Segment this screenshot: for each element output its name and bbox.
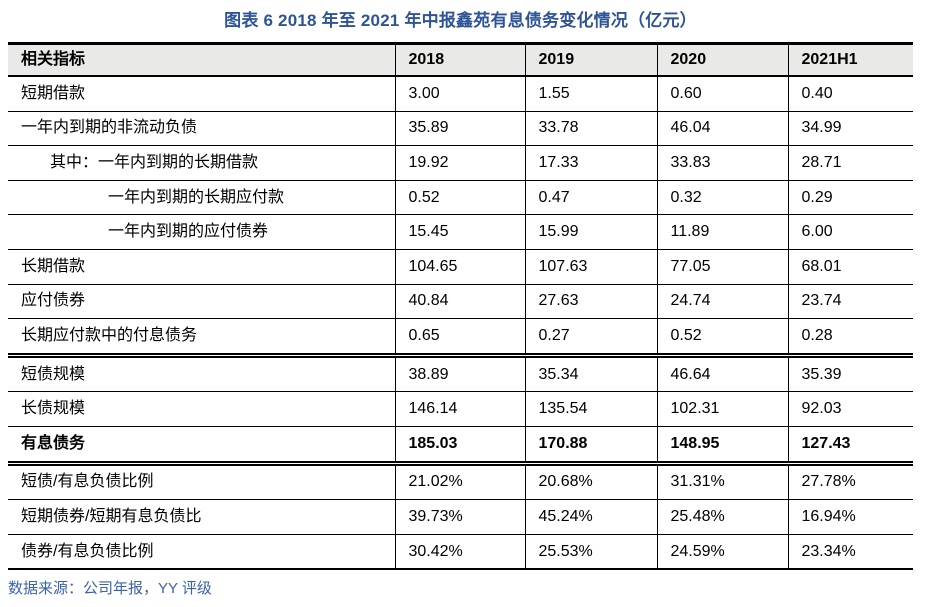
row-label: 其中：一年内到期的长期借款 [8, 145, 395, 181]
table-row: 一年内到期的非流动负债 35.89 33.78 46.04 34.99 [8, 111, 913, 147]
header-cell-2021h1: 2021H1 [787, 43, 913, 77]
value-cell: 0.60 [656, 76, 788, 112]
value-cell: 21.02% [394, 463, 525, 501]
value-cell: 25.48% [656, 499, 788, 535]
value-cell: 31.31% [656, 463, 788, 501]
row-label: 长债规模 [8, 391, 395, 427]
value-cell: 148.95 [656, 426, 788, 466]
value-cell: 30.42% [394, 534, 525, 570]
header-cell-2019: 2019 [524, 43, 657, 77]
table-row: 短债/有息负债比例 21.02% 20.68% 31.31% 27.78% [8, 463, 913, 501]
value-cell: 35.89 [394, 111, 525, 147]
value-cell: 24.59% [656, 534, 788, 570]
row-label: 债券/有息负债比例 [8, 534, 395, 570]
value-cell: 0.52 [656, 318, 788, 358]
value-cell: 135.54 [524, 391, 657, 427]
value-cell: 35.34 [524, 355, 657, 393]
row-label: 一年内到期的非流动负债 [8, 111, 395, 147]
value-cell: 40.84 [394, 284, 525, 320]
value-cell: 15.45 [394, 214, 525, 250]
value-cell: 68.01 [787, 249, 913, 285]
table-row: 债券/有息负债比例 30.42% 25.53% 24.59% 23.34% [8, 534, 913, 570]
value-cell: 45.24% [524, 499, 657, 535]
value-cell: 27.63 [524, 284, 657, 320]
value-cell: 24.74 [656, 284, 788, 320]
value-cell: 38.89 [394, 355, 525, 393]
value-cell: 33.78 [524, 111, 657, 147]
row-label: 短期债券/短期有息负债比 [8, 499, 395, 535]
table-row: 其中：一年内到期的长期借款 19.92 17.33 33.83 28.71 [8, 145, 913, 181]
value-cell: 20.68% [524, 463, 657, 501]
value-cell: 23.74 [787, 284, 913, 320]
value-cell: 107.63 [524, 249, 657, 285]
value-cell: 46.64 [656, 355, 788, 393]
table-row: 长债规模 146.14 135.54 102.31 92.03 [8, 391, 913, 427]
value-cell: 33.83 [656, 145, 788, 181]
value-cell: 28.71 [787, 145, 913, 181]
value-cell: 0.65 [394, 318, 525, 358]
value-cell: 15.99 [524, 214, 657, 250]
value-cell: 1.55 [524, 76, 657, 112]
value-cell: 127.43 [787, 426, 913, 466]
figure-title: 图表 6 2018 年至 2021 年中报鑫苑有息债务变化情况（亿元） [224, 11, 697, 30]
value-cell: 35.39 [787, 355, 913, 393]
value-cell: 185.03 [394, 426, 525, 466]
table-row: 短期借款 3.00 1.55 0.60 0.40 [8, 76, 913, 112]
value-cell: 77.05 [656, 249, 788, 285]
value-cell: 0.29 [787, 180, 913, 216]
table-header-row: 相关指标 2018 2019 2020 2021H1 [8, 43, 913, 77]
value-cell: 0.40 [787, 76, 913, 112]
value-cell: 23.34% [787, 534, 913, 570]
table-row: 长期借款 104.65 107.63 77.05 68.01 [8, 249, 913, 285]
value-cell: 0.52 [394, 180, 525, 216]
row-label: 一年内到期的长期应付款 [8, 180, 395, 216]
value-cell: 3.00 [394, 76, 525, 112]
value-cell: 170.88 [524, 426, 657, 466]
value-cell: 0.32 [656, 180, 788, 216]
data-source-note: 数据来源：公司年报，YY 评级 [8, 580, 212, 598]
debt-table: 相关指标 2018 2019 2020 2021H1 短期借款 3.00 1.5… [8, 42, 913, 571]
value-cell: 0.27 [524, 318, 657, 358]
row-label: 有息债务 [8, 426, 395, 466]
value-cell: 39.73% [394, 499, 525, 535]
value-cell: 92.03 [787, 391, 913, 427]
table-row: 短期债券/短期有息负债比 39.73% 45.24% 25.48% 16.94% [8, 499, 913, 535]
value-cell: 17.33 [524, 145, 657, 181]
value-cell: 0.47 [524, 180, 657, 216]
table-row-total: 有息债务 185.03 170.88 148.95 127.43 [8, 426, 913, 466]
row-label: 短债规模 [8, 355, 395, 393]
value-cell: 19.92 [394, 145, 525, 181]
row-label: 短债/有息负债比例 [8, 463, 395, 501]
value-cell: 11.89 [656, 214, 788, 250]
value-cell: 102.31 [656, 391, 788, 427]
table-row: 应付债券 40.84 27.63 24.74 23.74 [8, 284, 913, 320]
value-cell: 34.99 [787, 111, 913, 147]
header-cell-indicator: 相关指标 [8, 43, 395, 77]
value-cell: 146.14 [394, 391, 525, 427]
row-label: 应付债券 [8, 284, 395, 320]
table-row: 一年内到期的应付债券 15.45 15.99 11.89 6.00 [8, 214, 913, 250]
row-label: 一年内到期的应付债券 [8, 214, 395, 250]
table-row: 长期应付款中的付息债务 0.65 0.27 0.52 0.28 [8, 318, 913, 358]
value-cell: 27.78% [787, 463, 913, 501]
row-label: 短期借款 [8, 76, 395, 112]
value-cell: 16.94% [787, 499, 913, 535]
row-label: 长期应付款中的付息债务 [8, 318, 395, 358]
table-row: 短债规模 38.89 35.34 46.64 35.39 [8, 355, 913, 393]
value-cell: 25.53% [524, 534, 657, 570]
value-cell: 104.65 [394, 249, 525, 285]
header-cell-2020: 2020 [656, 43, 788, 77]
header-cell-2018: 2018 [394, 43, 525, 77]
value-cell: 0.28 [787, 318, 913, 358]
row-label: 长期借款 [8, 249, 395, 285]
value-cell: 46.04 [656, 111, 788, 147]
table-row: 一年内到期的长期应付款 0.52 0.47 0.32 0.29 [8, 180, 913, 216]
value-cell: 6.00 [787, 214, 913, 250]
